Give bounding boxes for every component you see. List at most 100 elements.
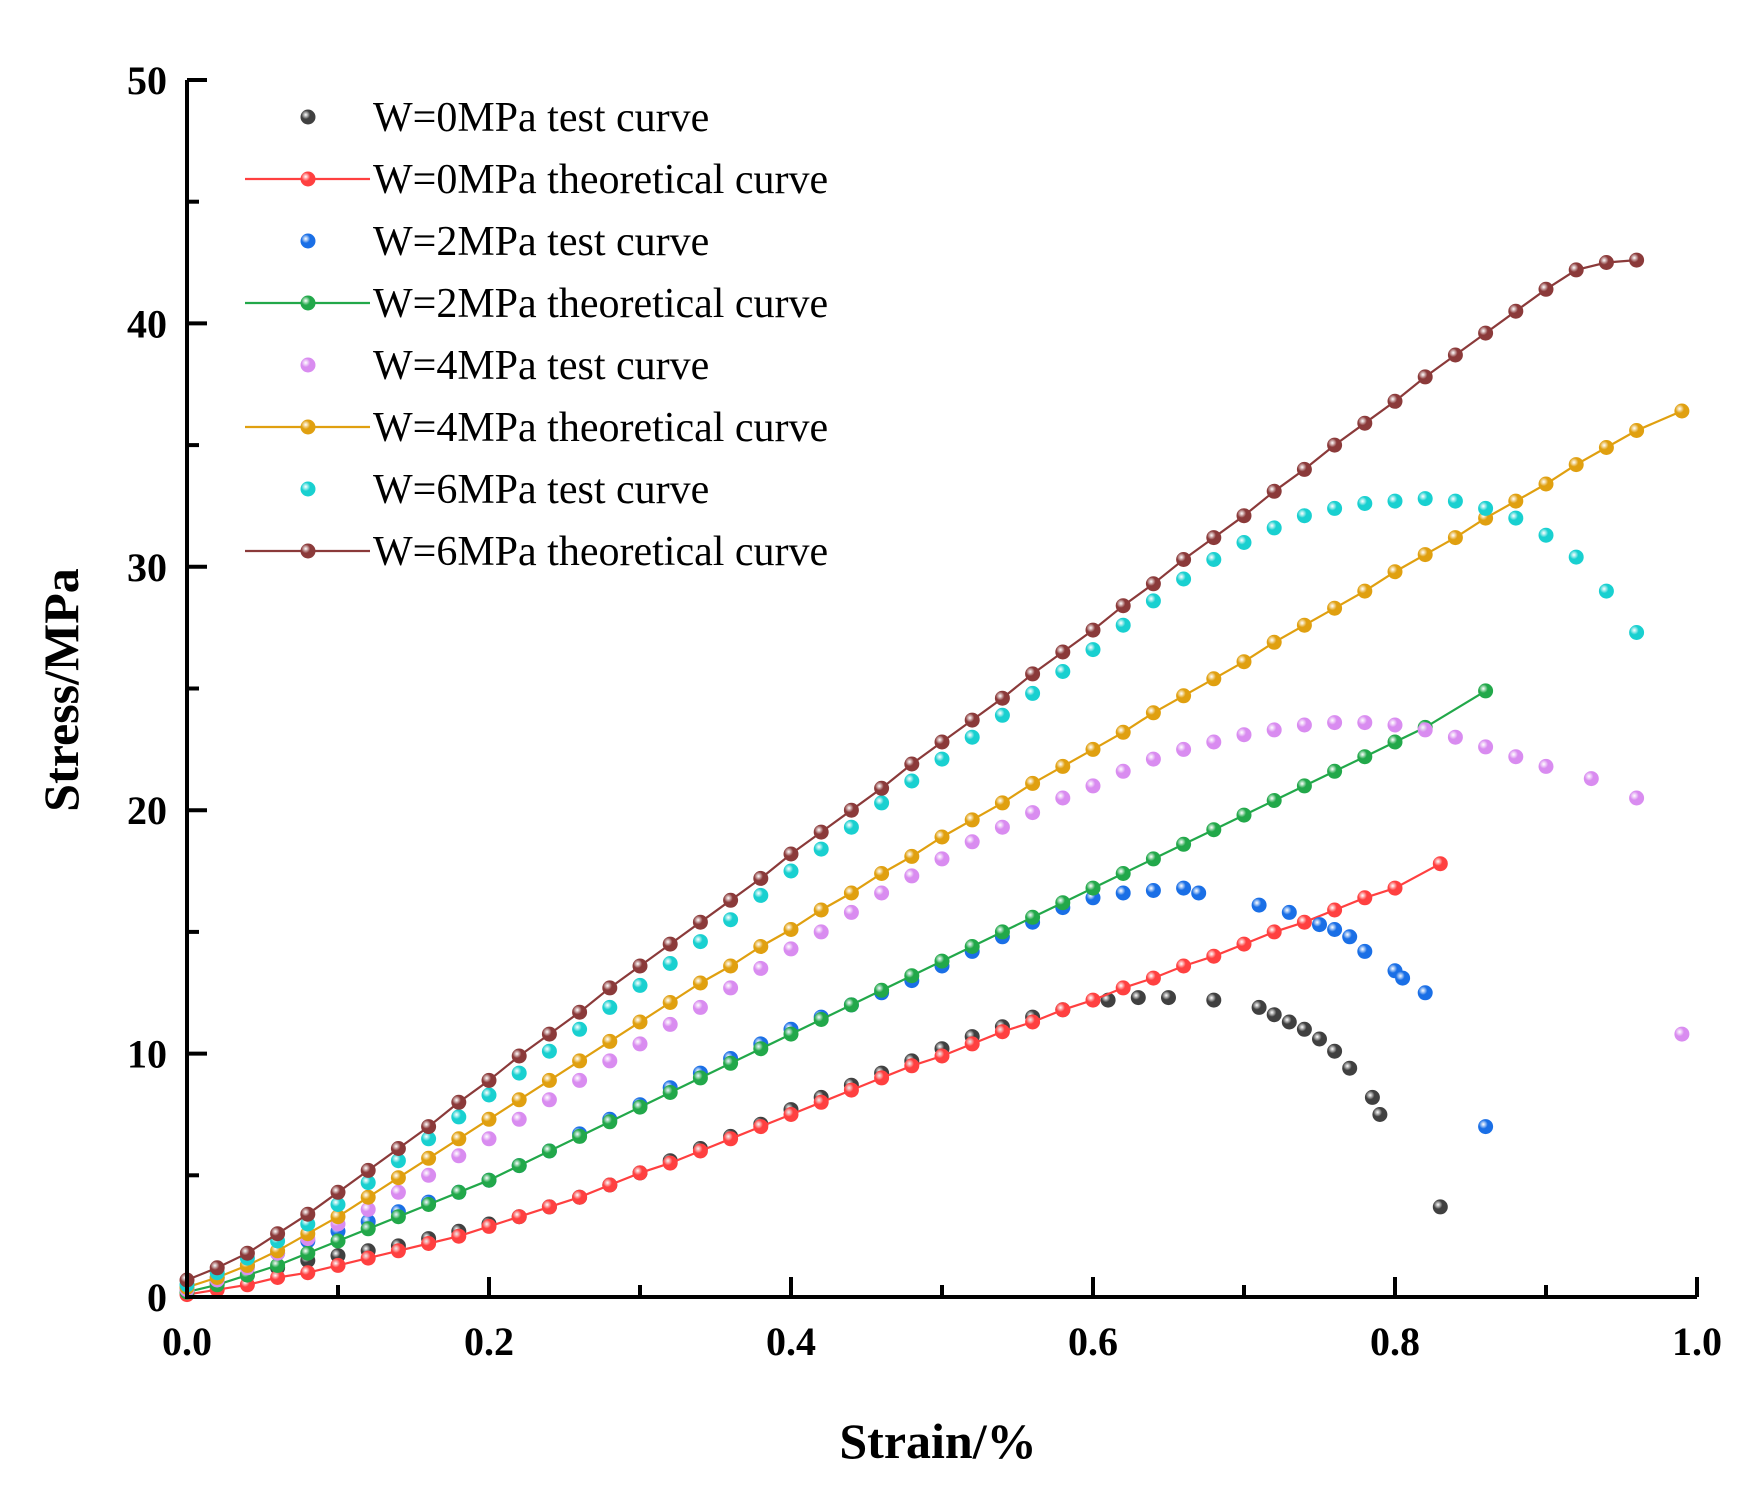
data-point bbox=[1432, 1199, 1448, 1215]
data-point bbox=[1176, 741, 1192, 757]
data-point bbox=[783, 1107, 799, 1122]
data-point bbox=[994, 1024, 1010, 1040]
data-point bbox=[934, 851, 950, 867]
data-point bbox=[783, 922, 799, 937]
data-point bbox=[1236, 508, 1252, 524]
legend-label: W=6MPa theoretical curve bbox=[373, 529, 828, 575]
data-point bbox=[1266, 793, 1282, 808]
data-point bbox=[1115, 763, 1131, 779]
data-point bbox=[451, 1131, 467, 1147]
data-point bbox=[1447, 530, 1463, 546]
data-point bbox=[753, 887, 769, 903]
data-point bbox=[1191, 885, 1207, 901]
data-point bbox=[511, 1065, 527, 1081]
data-point bbox=[390, 1243, 406, 1259]
data-point bbox=[481, 1072, 497, 1088]
data-point bbox=[692, 999, 708, 1015]
data-point bbox=[1115, 866, 1131, 881]
data-point bbox=[1538, 281, 1554, 297]
data-point bbox=[1508, 303, 1524, 319]
data-point bbox=[1568, 549, 1584, 565]
data-point bbox=[360, 1175, 376, 1191]
data-point bbox=[1115, 598, 1131, 614]
data-point bbox=[934, 734, 950, 750]
data-point bbox=[1508, 749, 1524, 765]
data-point bbox=[1417, 491, 1433, 507]
data-point bbox=[994, 819, 1010, 835]
data-point bbox=[572, 1004, 588, 1020]
data-point bbox=[1206, 530, 1222, 546]
data-point bbox=[390, 1141, 406, 1156]
data-point bbox=[723, 912, 739, 928]
data-point bbox=[1327, 437, 1343, 453]
data-point bbox=[1296, 1021, 1312, 1037]
data-point bbox=[541, 1092, 557, 1108]
data-point bbox=[964, 729, 980, 745]
data-point bbox=[1085, 642, 1101, 658]
x-tick-label: 0.6 bbox=[1068, 1319, 1118, 1364]
data-point bbox=[1176, 836, 1192, 852]
data-point bbox=[874, 982, 890, 998]
x-tick-label: 0.4 bbox=[766, 1319, 816, 1364]
data-point bbox=[843, 997, 859, 1013]
data-point bbox=[270, 1270, 286, 1285]
data-point bbox=[270, 1226, 286, 1242]
data-point bbox=[1055, 790, 1071, 806]
legend-marker bbox=[300, 233, 316, 249]
data-point bbox=[1417, 547, 1433, 563]
legend-marker bbox=[300, 543, 316, 559]
data-point bbox=[1372, 1107, 1388, 1122]
data-point bbox=[572, 1053, 588, 1069]
data-point bbox=[874, 1070, 890, 1086]
data-point bbox=[481, 1111, 497, 1127]
data-point bbox=[1176, 552, 1192, 567]
data-point bbox=[1296, 508, 1312, 524]
legend-label: W=2MPa test curve bbox=[373, 219, 709, 265]
data-point bbox=[904, 868, 920, 884]
data-point bbox=[1629, 625, 1645, 640]
data-point bbox=[692, 1143, 708, 1159]
data-point bbox=[1327, 902, 1343, 918]
data-point bbox=[1251, 999, 1267, 1015]
legend-marker bbox=[300, 481, 316, 497]
data-point bbox=[843, 1082, 859, 1098]
data-point bbox=[1357, 415, 1373, 431]
data-point bbox=[572, 1072, 588, 1088]
data-point bbox=[1115, 617, 1131, 633]
data-point bbox=[783, 941, 799, 957]
data-point bbox=[1236, 654, 1252, 670]
data-point bbox=[843, 885, 859, 901]
data-point bbox=[934, 1048, 950, 1064]
data-point bbox=[1478, 325, 1494, 341]
data-point bbox=[481, 1172, 497, 1188]
data-point bbox=[813, 902, 829, 918]
data-point bbox=[360, 1250, 376, 1266]
data-point bbox=[964, 1036, 980, 1052]
data-point bbox=[1447, 493, 1463, 509]
data-point bbox=[813, 841, 829, 857]
data-point bbox=[511, 1092, 527, 1108]
data-point bbox=[1538, 476, 1554, 492]
data-point bbox=[753, 870, 769, 886]
data-point bbox=[1025, 775, 1041, 791]
data-point bbox=[602, 980, 618, 996]
data-point bbox=[662, 956, 678, 971]
data-point bbox=[1568, 262, 1584, 278]
data-point bbox=[1508, 493, 1524, 509]
data-point bbox=[1206, 948, 1222, 964]
data-point bbox=[511, 1048, 527, 1064]
legend-marker bbox=[300, 419, 316, 435]
data-point bbox=[572, 1128, 588, 1144]
data-point bbox=[1025, 909, 1041, 925]
legend-item: W=4MPa theoretical curve bbox=[245, 405, 828, 451]
legend-label: W=0MPa test curve bbox=[373, 95, 709, 141]
data-point bbox=[1478, 683, 1494, 699]
data-point bbox=[541, 1072, 557, 1088]
data-point bbox=[1266, 1007, 1282, 1023]
data-point bbox=[692, 934, 708, 950]
data-point bbox=[1417, 369, 1433, 385]
data-point bbox=[330, 1197, 346, 1212]
data-point bbox=[723, 958, 739, 974]
data-point bbox=[451, 1148, 467, 1164]
data-point bbox=[1629, 252, 1645, 268]
